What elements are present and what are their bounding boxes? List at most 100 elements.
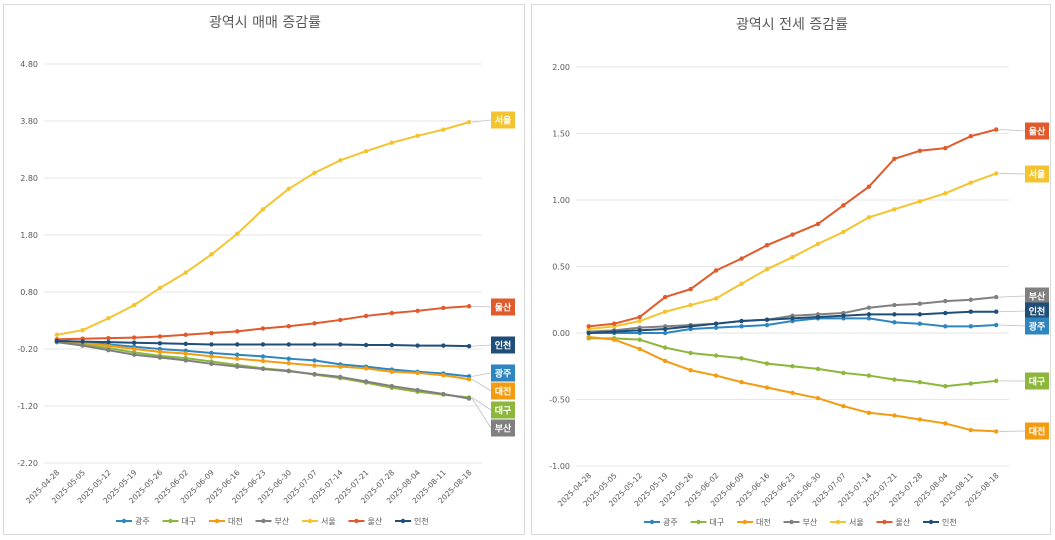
- sale-data-point: [235, 342, 240, 347]
- legend-label: 부산: [803, 517, 818, 527]
- jeonse-end-label-box: [1025, 122, 1049, 140]
- sale-data-point: [157, 355, 163, 360]
- legend-label: 서울: [321, 517, 336, 526]
- jeonse-data-point: [637, 314, 642, 320]
- sale-data-point: [441, 127, 446, 132]
- jeonse-data-point: [892, 207, 897, 212]
- jeonse-data-point: [917, 380, 923, 385]
- jeonse-data-point: [968, 324, 973, 329]
- sale-data-point: [441, 391, 446, 397]
- jeonse-data-point: [790, 316, 795, 321]
- sale-end-label-leader: [472, 344, 492, 347]
- sale-data-point: [235, 364, 240, 369]
- sale-end-label: 광주: [495, 368, 512, 380]
- sale-legend-item: 부산: [255, 516, 290, 526]
- legend-label: 대전: [228, 516, 243, 526]
- jeonse-data-point: [739, 380, 744, 385]
- legend-swatch-marker: [307, 518, 313, 524]
- legend-swatch-marker: [354, 518, 359, 524]
- sale-data-point: [157, 285, 163, 291]
- jeonse-chart-title: 광역시 전세 증감률: [736, 17, 848, 33]
- legend-swatch-marker: [121, 518, 127, 524]
- jeonse-data-point: [739, 281, 744, 286]
- jeonse-data-point: [994, 322, 999, 328]
- jeonse-data-point: [892, 413, 897, 418]
- jeonse-data-point: [662, 358, 668, 364]
- jeonse-data-point: [841, 403, 846, 409]
- jeonse-series-line-대구: [588, 337, 997, 388]
- jeonse-end-label-leader: [999, 295, 1026, 298]
- jeonse-data-point: [739, 324, 744, 329]
- jeonse-data-point: [917, 417, 923, 422]
- sale-data-point: [286, 356, 291, 361]
- jeonse-data-point: [841, 229, 846, 235]
- jeonse-data-point: [688, 286, 693, 292]
- jeonse-data-point: [688, 302, 693, 308]
- jeonse-data-point: [764, 243, 770, 248]
- sale-legend-item: 대구: [162, 517, 196, 526]
- sale-y-tick-label: -2.20: [17, 459, 38, 468]
- legend-swatch-marker: [214, 518, 220, 524]
- sale-data-point: [106, 347, 111, 353]
- jeonse-end-label-box: [1025, 287, 1049, 305]
- sale-data-point: [312, 358, 317, 363]
- jeonse-data-point: [994, 171, 999, 176]
- sale-end-label-leader: [471, 397, 492, 411]
- sale-data-point: [363, 366, 369, 371]
- legend-swatch-marker: [928, 519, 934, 525]
- sale-data-point: [183, 332, 188, 337]
- sale-data-point: [389, 342, 395, 348]
- sale-data-point: [80, 343, 85, 348]
- sale-end-label: 인천: [495, 341, 512, 352]
- sale-data-point: [260, 366, 266, 372]
- jeonse-data-point: [815, 241, 821, 247]
- jeonse-end-label: 인천: [1029, 307, 1046, 318]
- jeonse-data-point: [764, 266, 770, 272]
- jeonse-data-point: [943, 145, 948, 151]
- jeonse-data-point: [612, 337, 617, 342]
- jeonse-data-point: [866, 373, 872, 378]
- jeonse-data-point: [713, 353, 719, 358]
- jeonse-data-point: [968, 297, 973, 302]
- jeonse-data-point: [764, 317, 770, 322]
- sale-data-point: [260, 358, 266, 364]
- jeonse-data-point: [662, 309, 668, 314]
- sale-data-point: [260, 342, 266, 347]
- sale-data-point: [312, 170, 317, 176]
- sale-legend-item: 대전: [209, 516, 243, 526]
- sale-data-point: [80, 339, 85, 344]
- sale-data-point: [338, 364, 343, 369]
- jeonse-series-line-서울: [588, 172, 997, 331]
- sale-legend-item: 서울: [302, 517, 336, 526]
- jeonse-data-point: [943, 384, 948, 389]
- jeonse-data-point: [790, 364, 795, 369]
- sale-y-tick-label: 3.80: [20, 117, 38, 126]
- sale-end-label: 대전: [495, 386, 512, 398]
- sale-data-point: [106, 316, 111, 321]
- sale-y-tick-label: 0.80: [20, 288, 38, 297]
- jeonse-end-label: 대전: [1029, 426, 1046, 438]
- legend-label: 대구: [710, 518, 725, 527]
- legend-label: 인천: [942, 517, 957, 527]
- jeonse-data-point: [790, 390, 795, 396]
- sale-data-point: [286, 369, 291, 374]
- jeonse-end-label-box: [1025, 372, 1049, 390]
- sale-data-point: [131, 346, 137, 352]
- sale-end-label: 울산: [495, 302, 512, 314]
- sale-data-point: [209, 354, 214, 359]
- jeonse-data-point: [662, 326, 668, 332]
- jeonse-data-point: [841, 313, 846, 318]
- jeonse-y-tick-label: 1.50: [552, 130, 570, 139]
- jeonse-data-point: [815, 314, 821, 320]
- sale-data-point: [312, 321, 317, 326]
- sale-data-point: [363, 313, 369, 319]
- jeonse-legend-item: 광주: [644, 517, 678, 527]
- sale-data-point: [157, 341, 163, 346]
- jeonse-data-point: [943, 421, 948, 426]
- legend-swatch-marker: [742, 519, 748, 525]
- sale-data-point: [363, 342, 369, 348]
- jeonse-data-point: [739, 356, 744, 361]
- jeonse-data-point: [968, 381, 973, 386]
- jeonse-data-point: [815, 395, 821, 401]
- sale-data-point: [260, 207, 266, 212]
